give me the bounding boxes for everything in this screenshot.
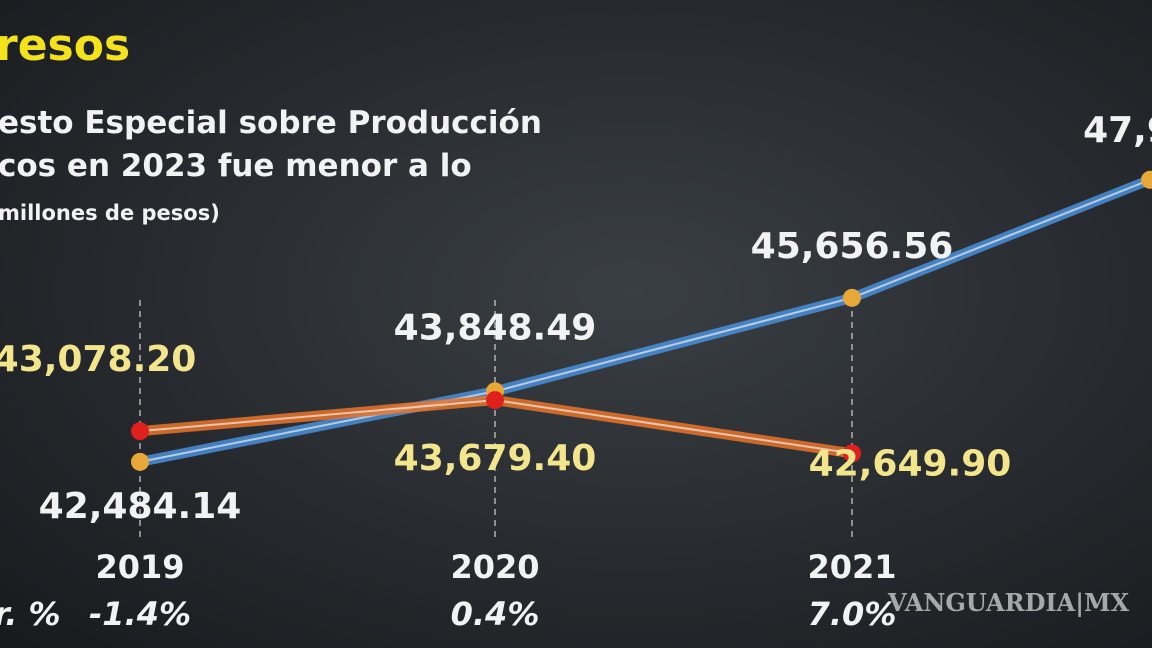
point [1141, 170, 1152, 189]
value-label: 42,484.14 [39, 486, 242, 527]
change-value: 0.4% [451, 595, 540, 633]
point [843, 444, 861, 463]
point [131, 452, 149, 471]
value-label: 42,649.90 [809, 443, 1012, 484]
change-value: 7.0% [808, 595, 897, 633]
value-label: 45,656.56 [751, 226, 954, 267]
point [843, 288, 861, 307]
watermark: VANGUARDIA|MX [887, 588, 1130, 617]
point [486, 391, 504, 410]
value-label: 43,848.49 [394, 307, 597, 348]
subtitle: esto Especial sobre Producción [0, 105, 542, 141]
value-label: 43,679.40 [394, 438, 597, 479]
series-line-glow [139, 178, 1151, 463]
x-tick-label: 2020 [450, 548, 539, 586]
change-value: -1.4% [89, 595, 191, 633]
x-tick-label: 2019 [95, 548, 184, 586]
change-label: r. % [0, 595, 61, 633]
point [131, 422, 149, 441]
x-tick-label: 2021 [807, 548, 896, 586]
value-label: 43,078.20 [0, 339, 196, 380]
subtitle: cos en 2023 fue menor a lo [0, 148, 472, 184]
value-label: 47,94 [1083, 110, 1152, 151]
chart-title: resos [0, 20, 130, 71]
note: millones de pesos) [0, 201, 220, 225]
